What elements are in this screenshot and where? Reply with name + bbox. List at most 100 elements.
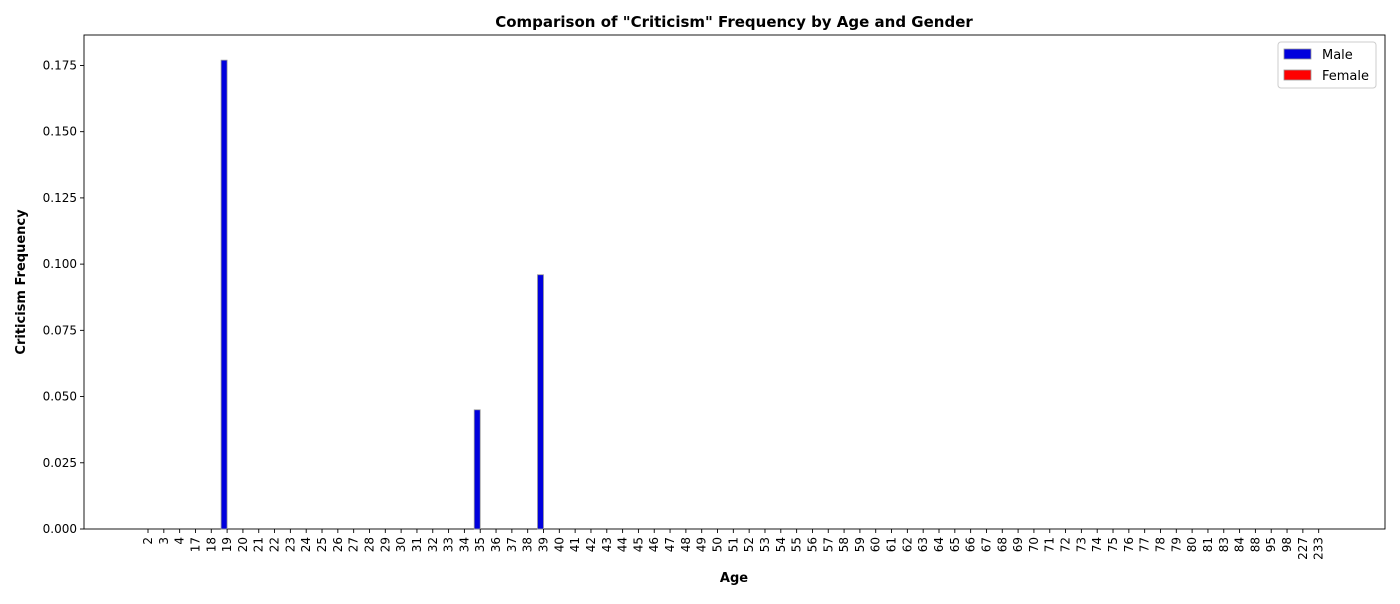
x-tick-label: 88 [1248,537,1262,552]
x-tick-label: 57 [821,537,835,552]
x-tick-label: 49 [695,537,709,552]
x-tick-label: 83 [1217,537,1231,552]
x-tick-label: 46 [647,537,661,552]
x-tick-label: 4 [173,537,187,545]
x-tick-label: 59 [853,537,867,552]
x-axis: 2 3 4 17 18 19 20 21 22 23 24 25 26 27 28 29 30 31 32 33 34 3… [141,529,1326,560]
x-tick-label: 42 [584,537,598,552]
x-axis-title: Age [720,571,748,586]
x-tick-label: 58 [837,537,851,552]
x-tick-label: 28 [362,537,376,552]
x-tick-label: 45 [631,537,645,552]
x-tick-label: 65 [948,537,962,552]
x-tick-label: 32 [426,537,440,552]
x-tick-label: 35 [473,537,487,552]
x-tick-label: 62 [900,537,914,552]
x-tick-label: 69 [1011,537,1025,552]
bar-male [473,409,481,530]
x-tick-label: 44 [616,537,630,552]
x-tick-label: 227 [1296,537,1310,560]
x-tick-label: 41 [568,537,582,552]
x-tick-label: 19 [220,537,234,552]
x-tick-label: 54 [774,537,788,552]
x-tick-label: 33 [442,537,456,552]
y-tick-label: 0.050 [43,390,77,404]
y-axis: 0.000 0.025 0.050 0.075 0.100 0.125 0.150 0.175 [43,58,84,536]
legend-swatch-male [1283,48,1312,60]
x-tick-label: 48 [679,537,693,552]
x-tick-label: 38 [521,537,535,552]
legend: Male Female [1277,41,1377,89]
x-tick-label: 52 [742,537,756,552]
x-tick-label: 40 [552,537,566,552]
x-tick-label: 95 [1264,537,1278,552]
x-tick-label: 39 [537,537,551,552]
x-tick-label: 26 [331,537,345,552]
x-tick-label: 2 [141,537,155,545]
y-tick-label: 0.000 [43,522,77,536]
x-tick-label: 17 [188,537,202,552]
x-tick-label: 73 [1074,537,1088,552]
x-tick-label: 67 [979,537,993,552]
x-tick-label: 75 [1106,537,1120,552]
y-tick-label: 0.075 [43,323,77,337]
x-tick-label: 80 [1185,537,1199,552]
x-tick-label: 22 [268,537,282,552]
x-tick-label: 61 [885,537,899,552]
x-tick-label: 78 [1153,537,1167,552]
legend-label-male: Male [1322,48,1353,63]
x-tick-label: 55 [790,537,804,552]
x-tick-label: 71 [1043,537,1057,552]
legend-swatch-female [1283,69,1312,81]
x-tick-label: 70 [1027,537,1041,552]
x-tick-label: 66 [964,537,978,552]
x-tick-label: 31 [410,537,424,552]
x-tick-label: 43 [600,537,614,552]
x-tick-label: 76 [1122,537,1136,552]
bar-male [537,274,544,530]
x-tick-label: 72 [1059,537,1073,552]
x-tick-label: 98 [1280,537,1294,552]
y-tick-label: 0.150 [43,125,77,139]
y-tick-label: 0.125 [43,191,77,205]
x-tick-label: 53 [758,537,772,552]
x-tick-label: 63 [916,537,930,552]
x-tick-label: 50 [711,537,725,552]
legend-label-female: Female [1322,69,1369,84]
bar-male [220,59,228,530]
x-tick-label: 27 [347,537,361,552]
x-tick-label: 84 [1233,537,1247,552]
x-tick-label: 24 [299,537,313,552]
x-tick-label: 30 [394,537,408,552]
x-tick-label: 34 [457,537,471,552]
x-tick-label: 74 [1090,537,1104,552]
x-tick-label: 29 [378,537,392,552]
x-tick-label: 3 [157,537,171,545]
chart-title: Comparison of "Criticism" Frequency by A… [495,13,973,31]
x-tick-label: 36 [489,537,503,552]
x-tick-label: 47 [663,537,677,552]
x-tick-label: 51 [726,537,740,552]
x-tick-label: 25 [315,537,329,552]
y-tick-label: 0.100 [43,257,77,271]
y-tick-label: 0.025 [43,456,77,470]
x-tick-label: 21 [252,537,266,552]
y-tick-label: 0.175 [43,58,77,72]
x-tick-label: 233 [1312,537,1326,560]
plot-frame [83,34,1386,530]
x-tick-label: 37 [505,537,519,552]
x-tick-label: 77 [1138,537,1152,552]
x-tick-label: 64 [932,537,946,552]
bars-layer [220,59,544,530]
x-tick-label: 18 [204,537,218,552]
x-tick-label: 79 [1169,537,1183,552]
x-tick-label: 23 [283,537,297,552]
x-tick-label: 68 [995,537,1009,552]
plot-area [83,34,1386,530]
x-tick-label: 60 [869,537,883,552]
x-tick-label: 56 [805,537,819,552]
x-tick-label: 20 [236,537,250,552]
y-axis-title: Criticism Frequency [14,209,29,355]
